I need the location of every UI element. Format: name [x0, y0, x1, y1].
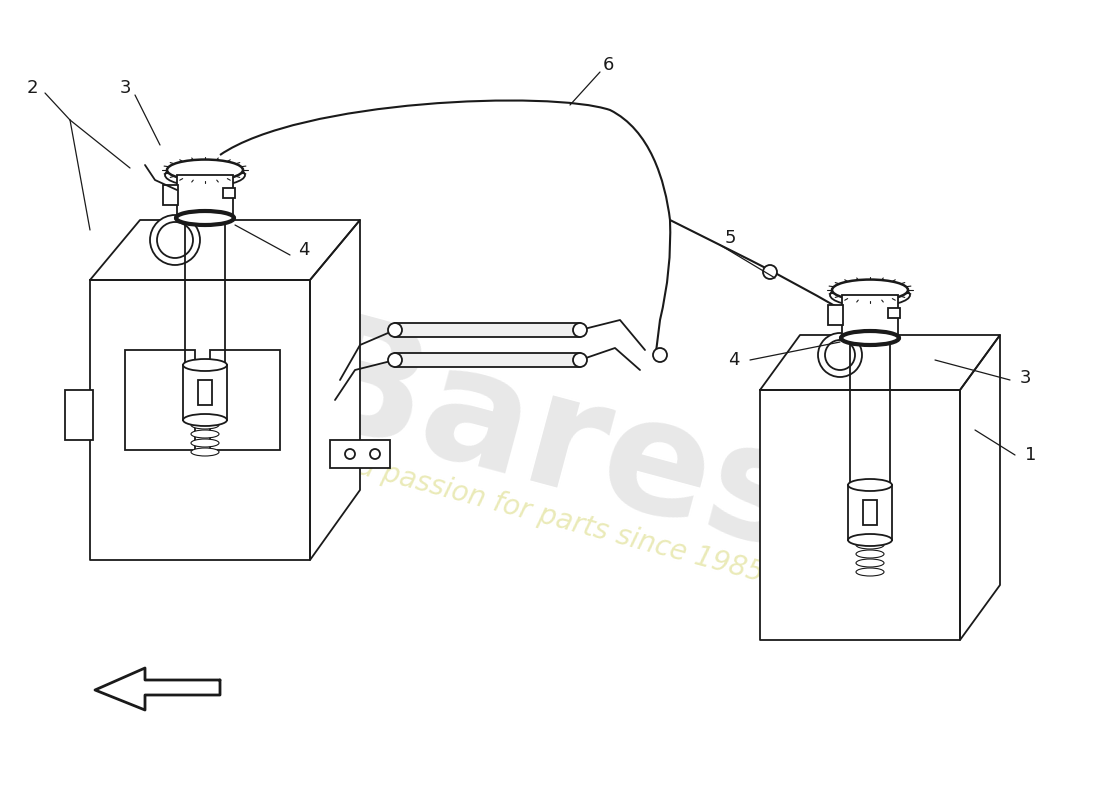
Ellipse shape: [856, 550, 884, 558]
Ellipse shape: [388, 353, 401, 367]
Ellipse shape: [848, 479, 892, 491]
Ellipse shape: [830, 284, 910, 306]
Circle shape: [653, 348, 667, 362]
Polygon shape: [90, 280, 310, 560]
Text: 1: 1: [1025, 446, 1036, 464]
Ellipse shape: [165, 164, 245, 186]
Circle shape: [818, 333, 862, 377]
Bar: [864, 500, 877, 525]
Bar: [888, 308, 900, 318]
Ellipse shape: [176, 211, 234, 225]
Ellipse shape: [191, 439, 219, 447]
Bar: [330, 440, 390, 468]
Text: 5: 5: [724, 229, 736, 247]
Bar: [842, 295, 898, 335]
Text: 3: 3: [119, 79, 131, 97]
Bar: [125, 350, 195, 450]
Ellipse shape: [848, 534, 892, 546]
Ellipse shape: [167, 159, 243, 181]
Bar: [177, 175, 233, 215]
Circle shape: [157, 222, 192, 258]
Circle shape: [763, 265, 777, 279]
Text: 4: 4: [298, 241, 309, 259]
Ellipse shape: [191, 448, 219, 456]
Polygon shape: [95, 668, 220, 710]
Bar: [163, 185, 178, 205]
Bar: [183, 365, 227, 420]
Ellipse shape: [183, 359, 227, 371]
Bar: [198, 380, 212, 405]
Polygon shape: [760, 390, 960, 640]
Bar: [848, 485, 892, 540]
Ellipse shape: [573, 353, 587, 367]
Text: a passion for parts since 1985: a passion for parts since 1985: [354, 452, 767, 588]
Bar: [223, 188, 235, 198]
Bar: [65, 390, 94, 440]
Ellipse shape: [388, 323, 401, 337]
Circle shape: [825, 340, 855, 370]
Ellipse shape: [842, 331, 899, 345]
Polygon shape: [960, 335, 1000, 640]
Ellipse shape: [183, 414, 227, 426]
Ellipse shape: [856, 568, 884, 576]
Circle shape: [150, 215, 200, 265]
Text: 6: 6: [603, 56, 614, 74]
Polygon shape: [90, 220, 360, 280]
Bar: [395, 353, 580, 367]
Ellipse shape: [573, 323, 587, 337]
Text: 2: 2: [26, 79, 37, 97]
Bar: [828, 305, 843, 325]
Bar: [395, 323, 580, 337]
Ellipse shape: [191, 421, 219, 429]
Polygon shape: [310, 220, 360, 560]
Ellipse shape: [856, 541, 884, 549]
Bar: [210, 350, 280, 450]
Text: 2Bares: 2Bares: [179, 274, 821, 586]
Text: 4: 4: [728, 351, 740, 369]
Text: 3: 3: [1020, 369, 1032, 387]
Ellipse shape: [832, 279, 908, 301]
Circle shape: [345, 449, 355, 459]
Ellipse shape: [191, 430, 219, 438]
Polygon shape: [760, 335, 1000, 390]
Circle shape: [370, 449, 379, 459]
Ellipse shape: [856, 559, 884, 567]
